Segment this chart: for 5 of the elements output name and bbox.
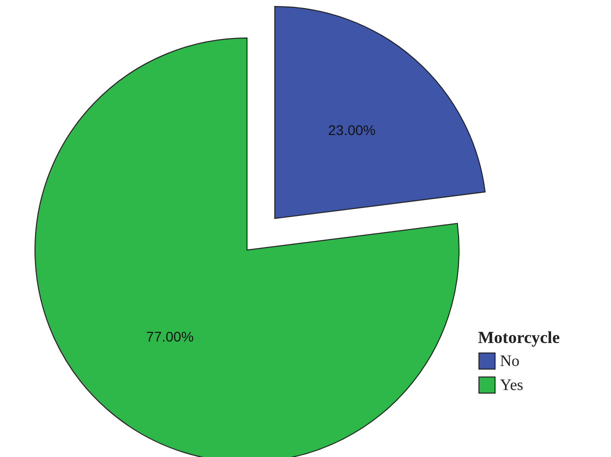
- data-label: 23.00%: [328, 122, 376, 138]
- legend-label: No: [500, 353, 520, 370]
- legend-label: Yes: [500, 377, 524, 394]
- legend-title: Motorcycle: [478, 328, 560, 347]
- data-label: 77.00%: [146, 328, 194, 344]
